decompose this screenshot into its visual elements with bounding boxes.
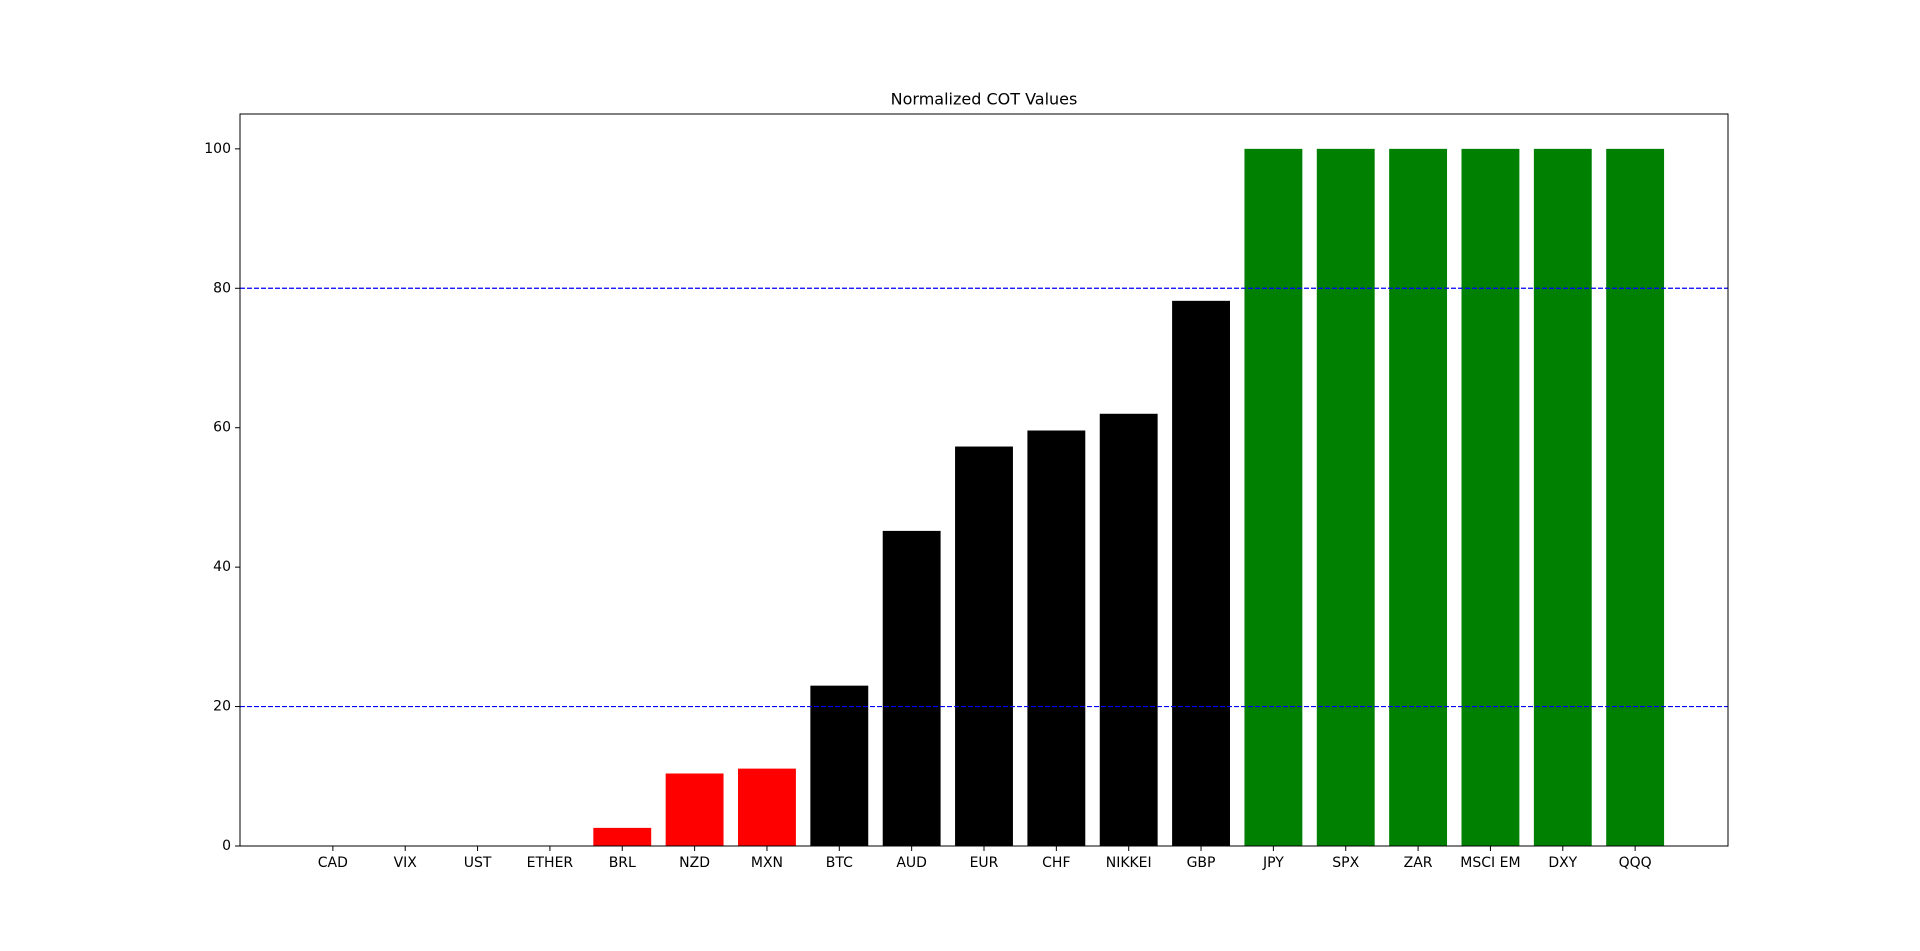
x-tick-label: UST (464, 855, 492, 871)
x-tick-label: GBP (1187, 855, 1216, 871)
bar (1027, 430, 1086, 846)
x-tick-label: NIKKEI (1106, 855, 1152, 871)
x-tick-label: MXN (751, 855, 783, 871)
x-tick-label: CHF (1042, 855, 1070, 871)
x-tick-label: BRL (609, 855, 636, 871)
bar (1606, 148, 1665, 846)
bar (810, 685, 869, 846)
x-tick-label: QQQ (1619, 855, 1652, 871)
axes-frame (239, 113, 1729, 847)
chart-title: Normalized COT Values (891, 90, 1078, 109)
x-tick-label: ZAR (1404, 855, 1433, 871)
x-tick-label: AUD (896, 855, 927, 871)
y-tick-label: 40 (213, 559, 231, 575)
x-tick-label: ETHER (527, 855, 574, 871)
bar (738, 768, 796, 846)
x-tick-label: CAD (318, 855, 348, 871)
bar (1099, 413, 1158, 846)
x-tick-label: NZD (679, 855, 710, 871)
x-tick-label: VIX (394, 855, 418, 871)
bar (1316, 148, 1375, 846)
y-tick-label: 100 (204, 141, 231, 157)
y-tick-label: 80 (213, 280, 231, 296)
bar (1389, 148, 1448, 846)
y-tick-label: 20 (213, 699, 231, 715)
x-tick-label: MSCI EM (1460, 855, 1520, 871)
x-tick-label: SPX (1332, 855, 1359, 871)
y-tick-label: 60 (213, 420, 231, 436)
bar (1533, 148, 1592, 846)
bar (1461, 148, 1520, 846)
x-tick-label: DXY (1548, 855, 1577, 871)
x-tick-label: JPY (1262, 855, 1284, 871)
bar (882, 530, 941, 846)
bar (593, 827, 652, 846)
bar (665, 773, 724, 846)
bar (955, 446, 1013, 846)
x-tick-label: BTC (826, 855, 853, 871)
y-tick-label: 0 (222, 838, 231, 854)
bar (1172, 300, 1230, 846)
x-tick-label: EUR (970, 855, 999, 871)
bar (1244, 148, 1303, 846)
